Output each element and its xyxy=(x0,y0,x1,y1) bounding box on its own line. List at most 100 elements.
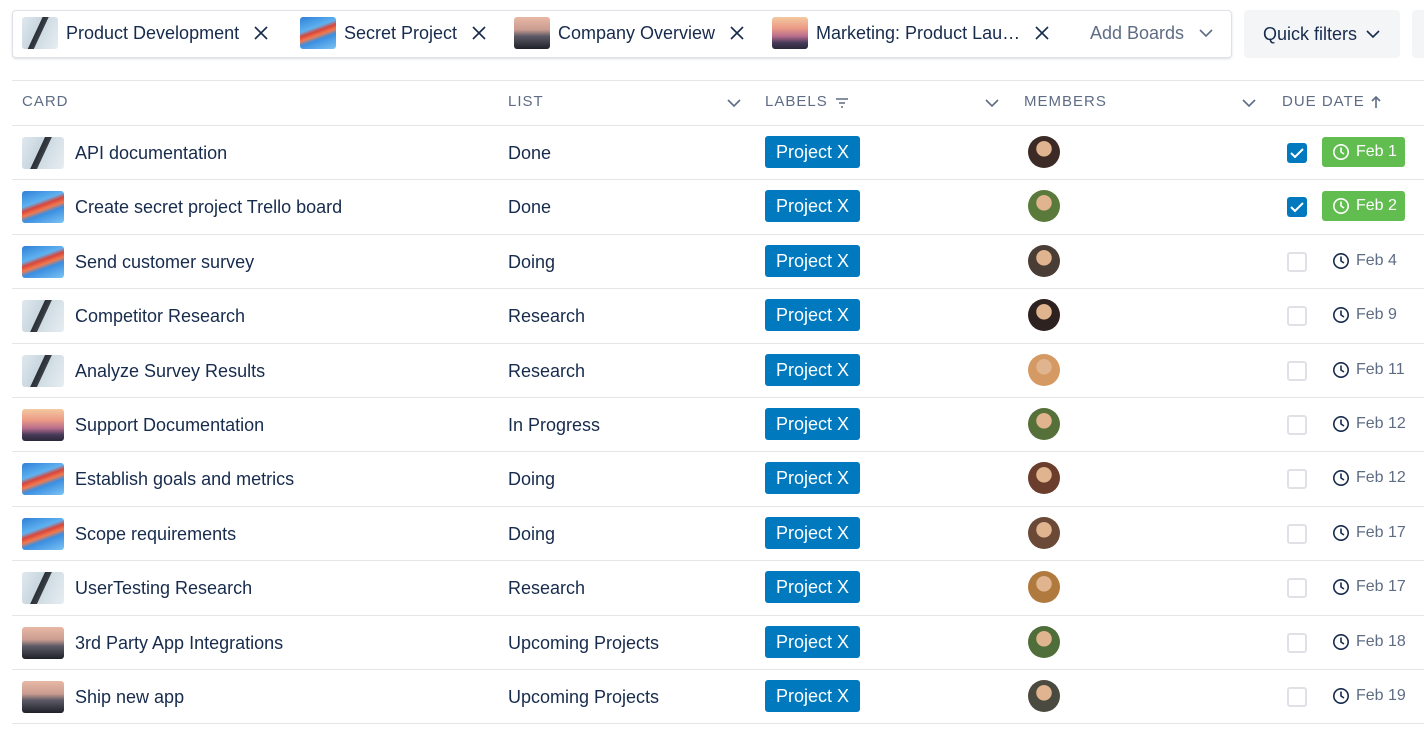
board-tab[interactable]: Secret Project xyxy=(300,14,487,52)
divider xyxy=(12,614,1424,616)
divider xyxy=(12,560,1424,562)
complete-checkbox[interactable] xyxy=(1287,578,1307,599)
complete-checkbox[interactable] xyxy=(1287,415,1307,435)
header-labels[interactable]: LABELS xyxy=(765,93,850,110)
edge-button[interactable] xyxy=(1412,10,1424,58)
list-name: Research xyxy=(508,306,586,327)
add-boards[interactable]: Add Boards xyxy=(1090,14,1214,52)
card-title[interactable]: Create secret project Trello board xyxy=(75,197,343,218)
due-date[interactable]: Feb 2 xyxy=(1322,191,1405,222)
label-badge: Project X xyxy=(765,408,861,440)
label-badge: Project X xyxy=(765,680,861,712)
card-thumb xyxy=(22,572,64,605)
card-thumb xyxy=(22,245,64,278)
label-badge: Project X xyxy=(765,136,861,168)
card-title[interactable]: Support Documentation xyxy=(75,415,265,435)
divider xyxy=(12,233,1424,235)
card-title[interactable]: Scope requirements xyxy=(75,523,237,544)
card-title[interactable]: Establish goals and metrics xyxy=(75,469,295,490)
card-title[interactable]: Send customer survey xyxy=(75,251,255,272)
complete-checkbox[interactable] xyxy=(1287,143,1307,163)
card-title[interactable]: Ship new app xyxy=(75,687,185,707)
list-name: Doing xyxy=(508,469,556,490)
due-text: Feb 2 xyxy=(1356,197,1397,215)
card-title[interactable]: UserTesting Research xyxy=(75,578,253,599)
due-text: Feb 18 xyxy=(1356,632,1406,650)
header-due[interactable]: DUE DATE xyxy=(1282,93,1383,110)
label-badge: Project X xyxy=(765,353,861,386)
divider xyxy=(12,125,1424,126)
divider xyxy=(12,723,1424,725)
due-date[interactable]: Feb 17 xyxy=(1322,518,1414,548)
remove-icon xyxy=(472,26,486,40)
card-thumb xyxy=(22,517,64,550)
chevron[interactable] xyxy=(1241,95,1257,111)
divider xyxy=(12,505,1424,507)
complete-checkbox[interactable] xyxy=(1287,469,1307,490)
divider xyxy=(12,451,1424,453)
board-bar xyxy=(12,10,1232,58)
board-tab[interactable]: Company Overview xyxy=(514,14,745,52)
complete-checkbox[interactable] xyxy=(1287,360,1307,381)
divider xyxy=(12,179,1424,181)
complete-checkbox[interactable] xyxy=(1287,632,1307,653)
complete-checkbox[interactable] xyxy=(1287,687,1307,707)
quick-filters-text: Quick filters xyxy=(1262,23,1358,44)
due-date[interactable]: Feb 4 xyxy=(1322,246,1405,276)
quick-filters[interactable]: Quick filters xyxy=(1244,10,1400,58)
complete-checkbox[interactable] xyxy=(1287,251,1307,272)
card-thumb xyxy=(22,354,64,387)
label-badge: Project X xyxy=(765,190,861,223)
list-name: Research xyxy=(508,360,586,381)
header-text: CARD xyxy=(22,93,69,110)
header-list[interactable]: LIST xyxy=(508,93,544,110)
label-badge: Project X xyxy=(765,625,861,658)
member-avatar xyxy=(1028,625,1060,658)
board-thumb xyxy=(772,17,808,49)
due-date[interactable]: Feb 19 xyxy=(1322,681,1414,711)
divider xyxy=(12,397,1424,398)
chevron[interactable] xyxy=(984,95,1000,111)
due-text: Feb 17 xyxy=(1356,523,1406,541)
chevron xyxy=(1366,30,1380,39)
board-tab[interactable]: Product Development xyxy=(22,14,269,52)
clock-icon xyxy=(1333,633,1349,650)
board-thumb xyxy=(300,17,336,49)
due-date[interactable]: Feb 12 xyxy=(1322,463,1414,493)
member-avatar xyxy=(1028,680,1060,712)
card-title[interactable]: API documentation xyxy=(75,143,228,163)
due-date[interactable]: Feb 18 xyxy=(1322,627,1414,657)
chevron[interactable] xyxy=(726,95,742,111)
clock-icon xyxy=(1333,307,1349,324)
due-date[interactable]: Feb 11 xyxy=(1322,355,1413,385)
list-name: Doing xyxy=(508,523,556,544)
card-title[interactable]: 3rd Party App Integrations xyxy=(75,632,284,653)
sort-icon xyxy=(1371,95,1381,108)
board-thumb xyxy=(514,17,550,49)
list-name: Doing xyxy=(508,251,556,272)
due-text: Feb 12 xyxy=(1356,415,1406,432)
header-text: DUE DATE xyxy=(1282,93,1365,110)
member-avatar xyxy=(1028,571,1060,604)
clock-icon xyxy=(1333,144,1349,160)
complete-checkbox[interactable] xyxy=(1287,523,1307,544)
card-title[interactable]: Analyze Survey Results xyxy=(75,360,266,381)
due-text: Feb 1 xyxy=(1356,143,1397,160)
due-date[interactable]: Feb 1 xyxy=(1322,137,1405,167)
due-date[interactable]: Feb 9 xyxy=(1322,300,1405,330)
card-title[interactable]: Competitor Research xyxy=(75,306,246,327)
header-card[interactable]: CARD xyxy=(22,93,69,110)
card-thumb xyxy=(22,137,64,169)
board-tab[interactable]: Marketing: Product Lau… xyxy=(772,14,1050,52)
clock-icon xyxy=(1333,688,1349,704)
clock-icon xyxy=(1333,252,1349,269)
header-members[interactable]: MEMBERS xyxy=(1024,93,1107,110)
due-text: Feb 4 xyxy=(1356,251,1397,269)
due-date[interactable]: Feb 12 xyxy=(1322,409,1414,439)
due-date[interactable]: Feb 17 xyxy=(1322,572,1414,602)
complete-checkbox[interactable] xyxy=(1287,197,1307,218)
complete-checkbox[interactable] xyxy=(1287,306,1307,327)
due-text: Feb 11 xyxy=(1356,360,1405,378)
filter-icon xyxy=(835,97,848,108)
card-thumb xyxy=(22,463,64,496)
